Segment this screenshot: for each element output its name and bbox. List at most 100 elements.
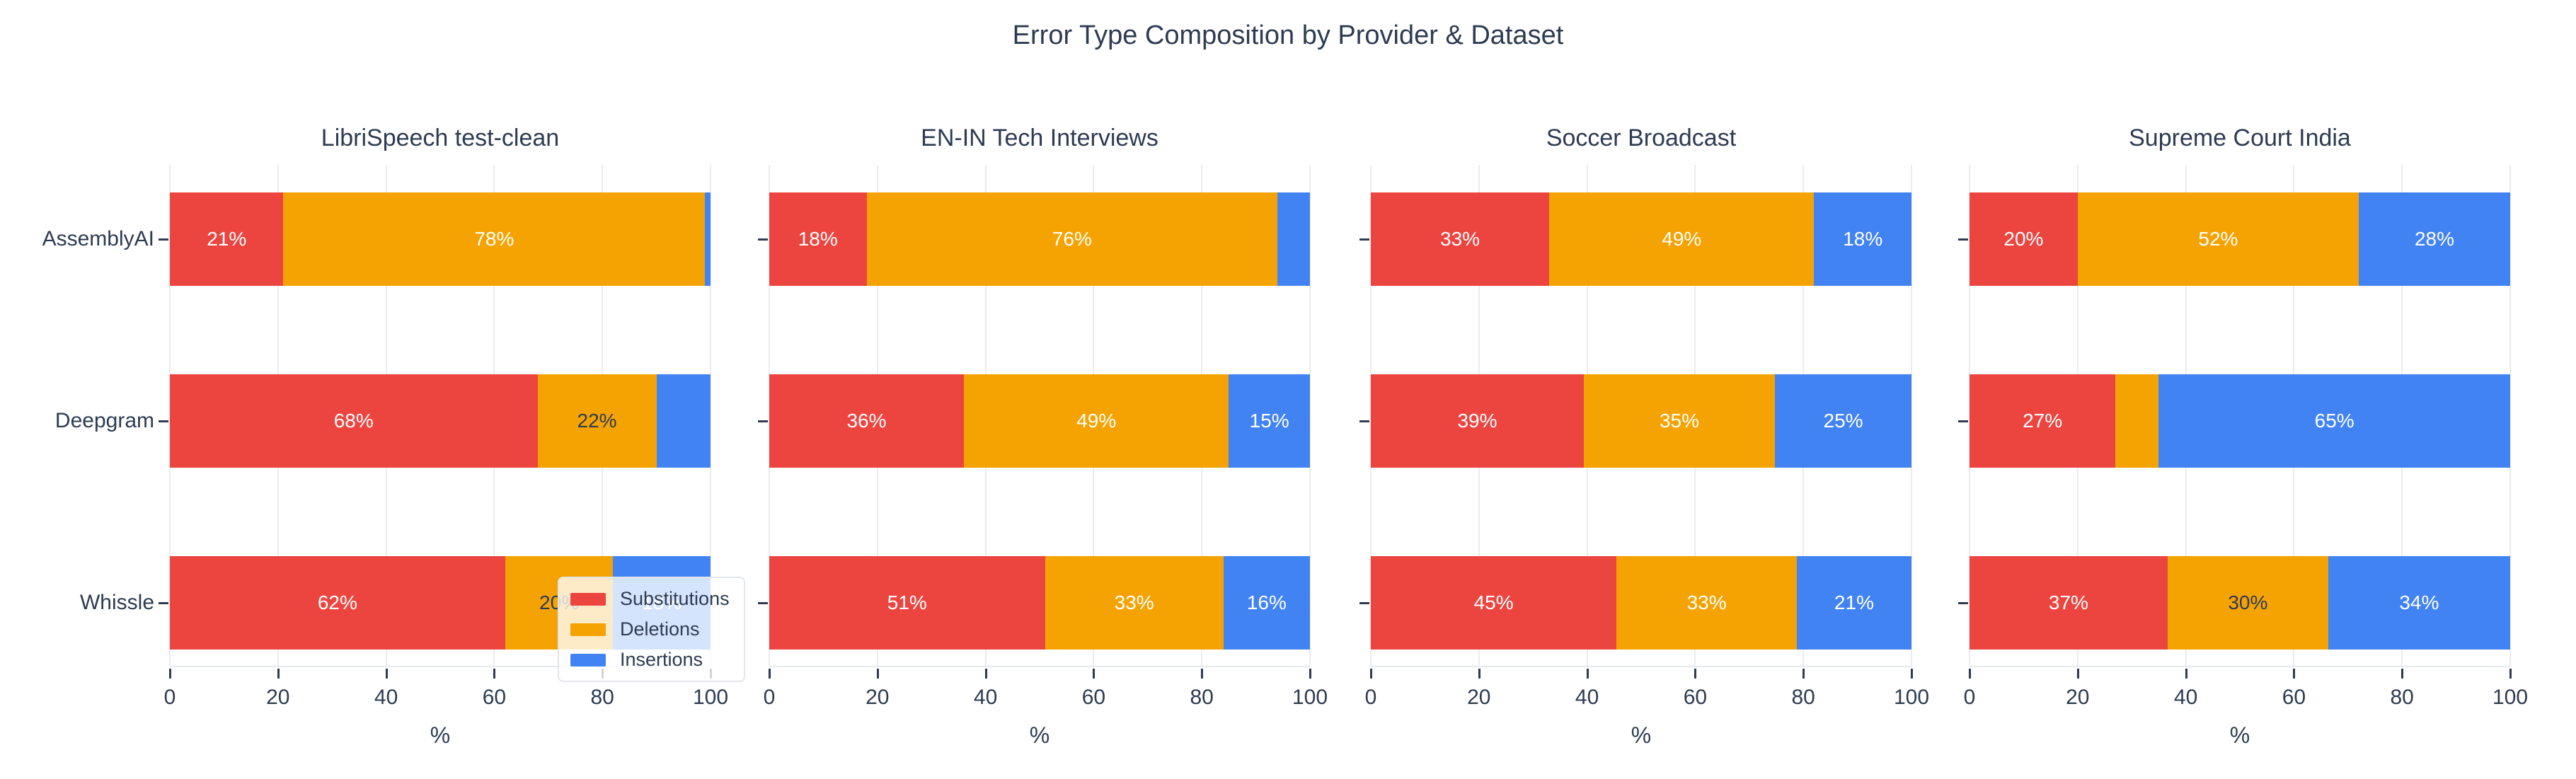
bar-segment-substitutions[interactable]: 36%	[769, 374, 965, 468]
y-tick	[1359, 238, 1369, 241]
y-tick	[1958, 602, 1968, 604]
legend-item-substitutions[interactable]: Substitutions	[570, 588, 730, 610]
gridline	[2509, 165, 2511, 666]
x-tick	[1370, 669, 1372, 679]
bar-value-label: 76%	[1052, 228, 1092, 250]
bar-value-label: 33%	[1440, 228, 1480, 250]
x-tick-label: 40	[973, 686, 998, 709]
bar-value-label: 15%	[1249, 410, 1289, 432]
bar-value-label: 16%	[1246, 592, 1287, 613]
bar-segment-substitutions[interactable]: 45%	[1371, 556, 1617, 650]
legend-item-insertions[interactable]: Insertions	[570, 649, 730, 671]
bar-segment-substitutions[interactable]: 33%	[1371, 192, 1550, 286]
y-tick	[1958, 420, 1968, 422]
bar-segment-insertions[interactable]: 16%	[1223, 556, 1310, 650]
x-tick-label: 100	[2492, 686, 2529, 709]
bar-value-label: 18%	[1843, 228, 1883, 250]
bar-segment-insertions[interactable]	[1277, 192, 1310, 286]
bar-segment-insertions[interactable]: 18%	[1814, 192, 1911, 286]
bar-segment-substitutions[interactable]: 18%	[769, 192, 867, 286]
x-tick-label: 60	[482, 686, 507, 709]
x-tick	[1969, 669, 1971, 679]
bar-segment-substitutions[interactable]: 21%	[170, 192, 284, 286]
bar-value-label: 52%	[2198, 228, 2238, 250]
bar-value-label: 49%	[1662, 228, 1702, 250]
bar-segment-substitutions[interactable]: 20%	[1970, 192, 2078, 286]
y-tick	[758, 420, 768, 422]
bar-value-label: 34%	[2399, 592, 2439, 613]
legend-swatch-substitutions	[570, 592, 606, 606]
subplot-supreme-court-india: Supreme Court India 20% 52% 28% 27% 65% 37% 30%…	[1958, 125, 2528, 748]
x-axis-title: %	[430, 722, 451, 748]
bar-segment-insertions[interactable]: 21%	[1796, 556, 1911, 650]
plot-area: 20% 52% 28% 27% 65% 37% 30% 34%	[1969, 165, 2511, 667]
x-tick	[2185, 669, 2187, 679]
bar-segment-deletions[interactable]: 49%	[964, 374, 1229, 468]
legend-label: Substitutions	[620, 588, 730, 609]
x-axis-title: %	[2229, 722, 2250, 748]
y-axis-label-deepgram: Deepgram	[54, 409, 154, 432]
subplot-title: Supreme Court India	[2129, 125, 2351, 151]
bar-row-assemblyai: 18% 76%	[769, 192, 1310, 286]
x-tick-label: 40	[2173, 686, 2198, 709]
x-tick	[876, 669, 879, 679]
bar-segment-insertions[interactable]: 65%	[2158, 374, 2510, 468]
bar-segment-deletions[interactable]: 76%	[866, 192, 1278, 286]
bar-value-label: 30%	[2228, 592, 2268, 613]
y-tick	[159, 420, 168, 422]
bar-row-whissle: 45% 33% 21%	[1371, 556, 1911, 650]
bar-value-label: 65%	[2314, 410, 2354, 432]
bar-value-label: 21%	[207, 228, 247, 250]
bar-segment-deletions[interactable]: 33%	[1616, 556, 1797, 650]
bar-segment-deletions[interactable]: 78%	[283, 192, 706, 286]
bar-value-label: 25%	[1823, 410, 1863, 432]
bar-segment-insertions[interactable]: 28%	[2359, 192, 2510, 286]
subplot-soccer-broadcast: Soccer Broadcast 33% 49% 18% 39% 35% 25% 45% 33%…	[1359, 125, 1929, 748]
x-tick	[1201, 669, 1204, 679]
x-tick	[1802, 669, 1805, 679]
x-tick-label: 100	[692, 686, 729, 709]
x-axis-title: %	[1631, 722, 1652, 748]
bar-segment-deletions[interactable]: 33%	[1045, 556, 1224, 650]
bar-segment-insertions[interactable]	[656, 374, 711, 468]
figure-title: Error Type Composition by Provider & Dat…	[1012, 21, 1564, 50]
bar-segment-deletions[interactable]: 52%	[2077, 192, 2359, 286]
legend-item-deletions[interactable]: Deletions	[570, 618, 730, 640]
bar-segment-substitutions[interactable]: 51%	[769, 556, 1045, 650]
bar-segment-deletions[interactable]: 35%	[1583, 374, 1776, 468]
x-tick	[493, 669, 496, 679]
bar-segment-substitutions[interactable]: 39%	[1371, 374, 1584, 468]
x-tick	[1694, 669, 1697, 679]
gridline	[710, 165, 711, 666]
legend: Substitutions Deletions Insertions	[558, 577, 745, 682]
bar-row-assemblyai: 20% 52% 28%	[1970, 192, 2510, 286]
bar-segment-substitutions[interactable]: 68%	[170, 374, 538, 468]
x-tick-label: 100	[1893, 686, 1930, 709]
y-tick	[159, 602, 168, 604]
bar-value-label: 33%	[1686, 592, 1727, 613]
bar-row-deepgram: 68% 22%	[170, 374, 711, 468]
bar-segment-substitutions[interactable]: 37%	[1970, 556, 2168, 650]
bar-segment-insertions[interactable]	[705, 192, 711, 286]
plot-area: 21%78%68%22%62%20%18%	[169, 165, 711, 667]
bar-segment-substitutions[interactable]: 27%	[1970, 374, 2116, 468]
subplot-librispeech-test-clean: LibriSpeech test-clean 21% 78% 68% 22% 62% 20%…	[42, 125, 728, 748]
subplot-title: LibriSpeech test-clean	[321, 125, 560, 151]
bar-segment-insertions[interactable]: 15%	[1229, 374, 1310, 468]
bar-segment-insertions[interactable]: 34%	[2328, 556, 2510, 650]
bar-segment-deletions[interactable]: 22%	[537, 374, 657, 468]
bar-value-label: 39%	[1457, 410, 1497, 432]
y-tick	[1359, 602, 1369, 604]
subplot-title: Soccer Broadcast	[1546, 125, 1737, 151]
bar-segment-deletions[interactable]	[2115, 374, 2159, 468]
x-tick	[2401, 669, 2404, 679]
bar-segment-substitutions[interactable]: 62%	[170, 556, 505, 650]
bar-value-label: 33%	[1114, 592, 1154, 613]
bar-segment-deletions[interactable]: 49%	[1549, 192, 1815, 286]
bar-value-label: 21%	[1834, 592, 1874, 613]
bar-segment-insertions[interactable]: 25%	[1775, 374, 1911, 468]
x-tick	[169, 669, 171, 679]
bar-segment-deletions[interactable]: 30%	[2167, 556, 2328, 650]
x-tick	[1911, 669, 1913, 679]
bar-value-label: 49%	[1076, 410, 1117, 432]
